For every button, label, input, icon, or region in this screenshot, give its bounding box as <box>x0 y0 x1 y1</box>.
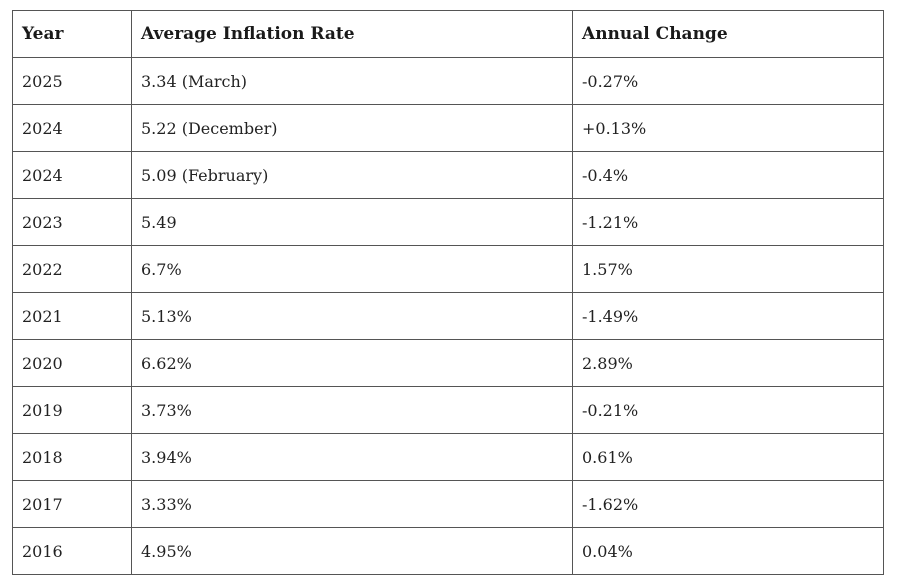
cell-average-inflation-rate: 4.95% <box>131 527 573 575</box>
cell-annual-change: -0.4% <box>572 151 884 199</box>
cell-average-inflation-rate: 5.09 (February) <box>131 151 573 199</box>
cell-year: 2020 <box>12 339 132 387</box>
cell-annual-change: 1.57% <box>572 245 884 293</box>
cell-annual-change: -0.21% <box>572 386 884 434</box>
cell-year: 2017 <box>12 480 132 528</box>
cell-annual-change: 0.04% <box>572 527 884 575</box>
inflation-table: Year Average Inflation Rate Annual Chang… <box>12 10 884 575</box>
cell-average-inflation-rate: 3.94% <box>131 433 573 481</box>
table-row: 2021 5.13% -1.49% <box>12 292 884 340</box>
cell-annual-change: -1.49% <box>572 292 884 340</box>
cell-average-inflation-rate: 6.7% <box>131 245 573 293</box>
cell-year: 2025 <box>12 57 132 105</box>
cell-average-inflation-rate: 5.13% <box>131 292 573 340</box>
cell-annual-change: -1.62% <box>572 480 884 528</box>
table-row: 2018 3.94% 0.61% <box>12 433 884 481</box>
table-row: 2022 6.7% 1.57% <box>12 245 884 293</box>
cell-annual-change: 0.61% <box>572 433 884 481</box>
header-annual-change: Annual Change <box>572 10 884 58</box>
table-header: Year Average Inflation Rate Annual Chang… <box>12 10 884 58</box>
table-row: 2019 3.73% -0.21% <box>12 386 884 434</box>
table-row: 2024 5.22 (December) +0.13% <box>12 104 884 152</box>
cell-average-inflation-rate: 3.34 (March) <box>131 57 573 105</box>
cell-year: 2024 <box>12 151 132 199</box>
cell-year: 2019 <box>12 386 132 434</box>
cell-annual-change: +0.13% <box>572 104 884 152</box>
table-row: 2020 6.62% 2.89% <box>12 339 884 387</box>
table-row: 2025 3.34 (March) -0.27% <box>12 57 884 105</box>
header-year: Year <box>12 10 132 58</box>
cell-year: 2021 <box>12 292 132 340</box>
cell-average-inflation-rate: 5.49 <box>131 198 573 246</box>
header-average-inflation-rate: Average Inflation Rate <box>131 10 573 58</box>
table-row: 2016 4.95% 0.04% <box>12 527 884 575</box>
cell-annual-change: 2.89% <box>572 339 884 387</box>
cell-year: 2023 <box>12 198 132 246</box>
table-row: 2024 5.09 (February) -0.4% <box>12 151 884 199</box>
cell-average-inflation-rate: 3.73% <box>131 386 573 434</box>
table-row: 2023 5.49 -1.21% <box>12 198 884 246</box>
cell-year: 2016 <box>12 527 132 575</box>
cell-year: 2022 <box>12 245 132 293</box>
cell-annual-change: -0.27% <box>572 57 884 105</box>
cell-average-inflation-rate: 6.62% <box>131 339 573 387</box>
cell-annual-change: -1.21% <box>572 198 884 246</box>
cell-average-inflation-rate: 3.33% <box>131 480 573 528</box>
header-row: Year Average Inflation Rate Annual Chang… <box>12 10 884 58</box>
table-body: 2025 3.34 (March) -0.27% 2024 5.22 (Dece… <box>12 57 884 575</box>
cell-average-inflation-rate: 5.22 (December) <box>131 104 573 152</box>
cell-year: 2018 <box>12 433 132 481</box>
cell-year: 2024 <box>12 104 132 152</box>
table-row: 2017 3.33% -1.62% <box>12 480 884 528</box>
